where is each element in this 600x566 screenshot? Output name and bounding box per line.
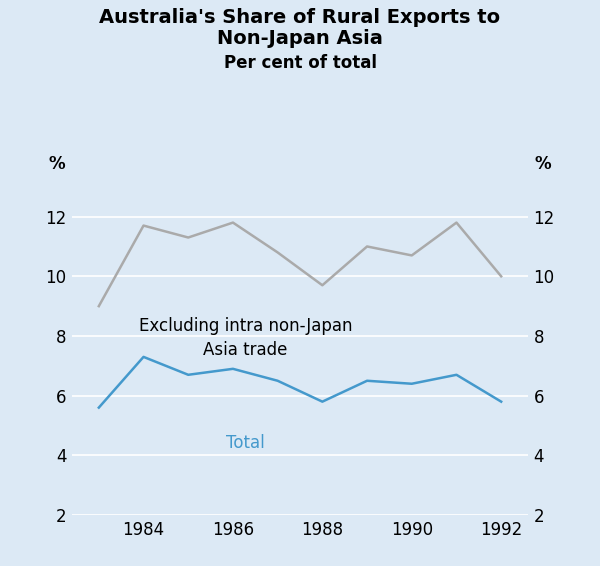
Text: %: %	[49, 155, 65, 173]
Text: Per cent of total: Per cent of total	[223, 54, 377, 72]
Text: Total: Total	[226, 434, 265, 452]
Text: %: %	[535, 155, 551, 173]
Text: Excluding intra non-Japan
Asia trade: Excluding intra non-Japan Asia trade	[139, 317, 352, 359]
Text: Australia's Share of Rural Exports to: Australia's Share of Rural Exports to	[100, 8, 500, 28]
Text: Non-Japan Asia: Non-Japan Asia	[217, 29, 383, 49]
